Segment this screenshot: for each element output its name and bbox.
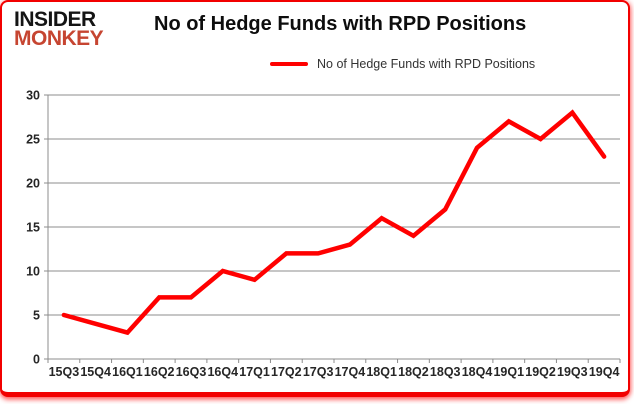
x-axis-tick-label: 19Q4	[589, 365, 620, 379]
x-axis-tick-label: 17Q1	[239, 365, 270, 379]
series-line	[61, 109, 607, 336]
x-axis-tick-label: 15Q3	[49, 365, 80, 379]
y-axis-tick-label: 10	[26, 265, 40, 279]
y-axis-tick-label: 25	[26, 133, 40, 147]
logo-word-monkey: MONKEY	[14, 27, 104, 51]
x-axis-tick-label: 19Q1	[493, 365, 524, 379]
y-axis-tick-label: 30	[26, 89, 40, 103]
x-axis-tick-label: 17Q2	[271, 365, 302, 379]
x-axis-tick-label: 16Q2	[144, 365, 175, 379]
y-axis-tick-label: 20	[26, 177, 40, 191]
x-axis-tick-label: 18Q3	[430, 365, 461, 379]
x-axis-tick-label: 16Q4	[207, 365, 238, 379]
legend-line-marker	[270, 62, 308, 66]
x-axis-tick-label: 18Q2	[398, 365, 429, 379]
insider-monkey-logo: INSIDER MONKEY	[14, 8, 104, 51]
legend-label: No of Hedge Funds with RPD Positions	[317, 57, 536, 71]
x-axis-tick-label: 17Q4	[335, 365, 366, 379]
x-axis-tick-label: 18Q1	[366, 365, 397, 379]
x-axis-tick-label: 15Q4	[80, 365, 111, 379]
legend: No of Hedge Funds with RPD Positions	[270, 57, 535, 71]
page-title: No of Hedge Funds with RPD Positions	[154, 13, 527, 35]
x-axis-tick-label: 18Q4	[462, 365, 493, 379]
x-axis-tick-label: 16Q1	[112, 365, 143, 379]
x-axis-tick-label: 19Q2	[525, 365, 556, 379]
logo-word-insider: INSIDER	[14, 8, 96, 31]
x-axis-tick-label: 17Q3	[303, 365, 334, 379]
x-axis-tick-label: 16Q3	[176, 365, 207, 379]
y-axis-tick-label: 15	[26, 221, 40, 235]
y-axis-tick-label: 5	[33, 309, 40, 323]
x-axis-tick-label: 19Q3	[557, 365, 588, 379]
y-axis-tick-label: 0	[33, 353, 40, 367]
chart-frame: INSIDER MONKEY No of Hedge Funds with RP…	[0, 0, 630, 397]
